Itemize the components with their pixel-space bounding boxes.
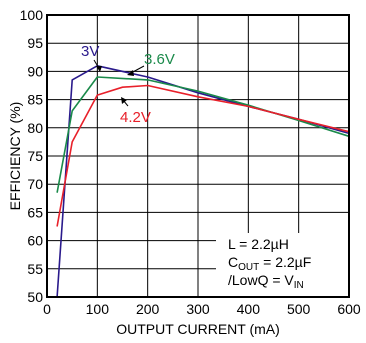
series-line-4.2v	[56, 84, 350, 227]
series-arrowhead-3.6v	[127, 70, 134, 76]
x-axis-title: OUTPUT CURRENT (mA)	[116, 321, 280, 337]
series-label-4.2v: 4.2V	[120, 109, 151, 126]
series-label-3v: 3V	[81, 43, 99, 60]
x-tick-label: 200	[136, 301, 160, 317]
series-layer	[56, 65, 350, 298]
tick-labels: 0 100 200 300 400 500 600 50 55 60 65 70 75 80 85 90 95 1…	[20, 7, 361, 317]
y-tick-label: 75	[27, 148, 43, 164]
y-tick-label: 70	[27, 176, 43, 192]
x-tick-label: 0	[43, 301, 51, 317]
x-tick-label: 100	[86, 301, 110, 317]
x-tick-label: 500	[287, 301, 311, 317]
x-tick-label: 400	[237, 301, 261, 317]
series-arrowhead-4.2v	[121, 97, 127, 104]
series-arrowhead-3v	[96, 66, 102, 72]
conditions-box	[216, 233, 348, 296]
y-tick-label: 100	[20, 7, 44, 23]
condition-lowq: /LowQ = VIN	[228, 272, 304, 291]
series-label-3.6v: 3.6V	[144, 51, 175, 68]
y-tick-label: 80	[27, 120, 43, 136]
y-axis-title: EFFICIENCY (%)	[7, 102, 23, 211]
y-tick-label: 60	[27, 233, 43, 249]
condition-inductor: L = 2.2µH	[228, 236, 289, 252]
y-tick-label: 95	[27, 35, 43, 51]
condition-cout: COUT = 2.2µF	[228, 254, 311, 273]
x-tick-label: 600	[337, 301, 361, 317]
plot-frame	[46, 14, 350, 298]
x-tick-label: 300	[186, 301, 210, 317]
y-tick-label: 55	[27, 261, 43, 277]
y-tick-label: 85	[27, 92, 43, 108]
y-tick-label: 65	[27, 204, 43, 220]
y-tick-label: 50	[27, 289, 43, 305]
y-tick-label: 90	[27, 63, 43, 79]
